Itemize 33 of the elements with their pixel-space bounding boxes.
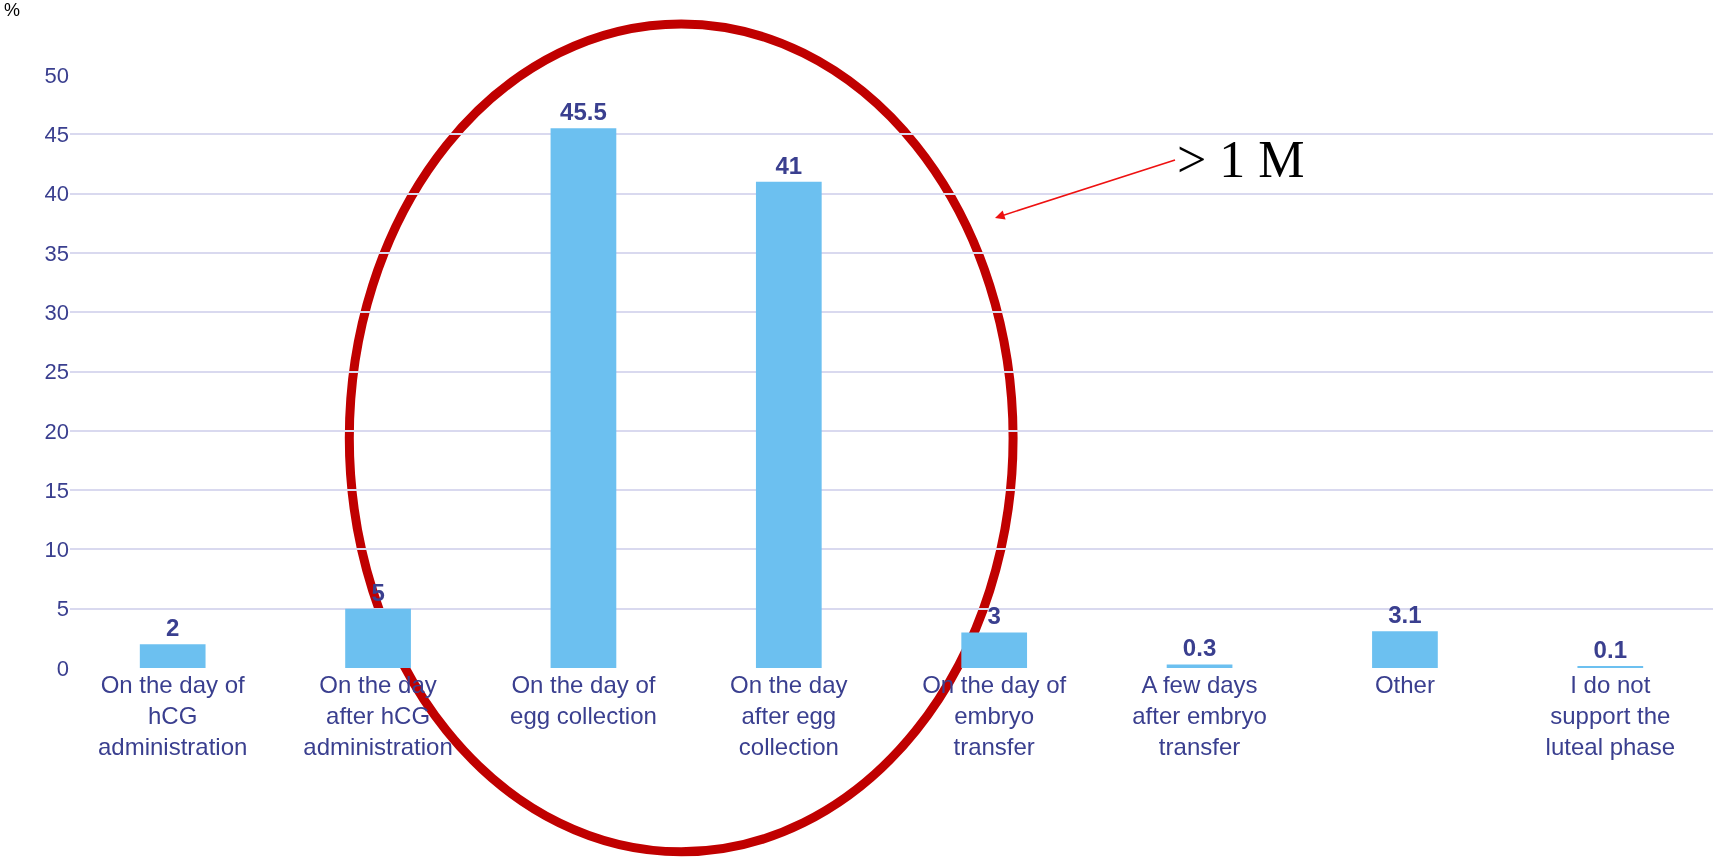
y-tick-label: 35 bbox=[44, 240, 69, 266]
bar bbox=[755, 181, 822, 668]
bar bbox=[345, 608, 411, 668]
data-label: 41 bbox=[775, 151, 803, 179]
bar bbox=[1372, 631, 1438, 668]
y-tick-label: 50 bbox=[44, 62, 69, 88]
annotation: > 1 M bbox=[1177, 131, 1305, 188]
y-tick-label: 10 bbox=[44, 537, 69, 563]
y-tick-label: 40 bbox=[44, 181, 69, 207]
y-tick-label: 20 bbox=[44, 418, 69, 444]
y-axis-title: % bbox=[4, 0, 21, 20]
y-tick-label: 45 bbox=[44, 122, 69, 147]
data-label: 2 bbox=[166, 614, 180, 642]
y-tick-label: 0 bbox=[56, 655, 69, 681]
data-label: 45.5 bbox=[560, 98, 607, 126]
y-tick-label: 25 bbox=[44, 359, 69, 385]
x-tick-label: Other bbox=[1374, 671, 1435, 698]
x-tick-label: On the day of hCG administration bbox=[97, 671, 248, 761]
x-tick-label: On the day after egg collection bbox=[730, 671, 848, 761]
y-tick-label: 15 bbox=[44, 477, 69, 503]
data-label: 0.1 bbox=[1593, 636, 1627, 663]
bar bbox=[961, 632, 1028, 668]
data-label: 0.3 bbox=[1182, 634, 1217, 662]
y-tick-label: 30 bbox=[44, 299, 69, 325]
data-label: 3.1 bbox=[1388, 601, 1422, 629]
x-tick-label: On the day of egg collection bbox=[510, 671, 657, 730]
x-tick-label: I do not support the luteal phase bbox=[1545, 671, 1676, 761]
x-tick-label: A few days after embryo transfer bbox=[1132, 671, 1267, 761]
bar bbox=[550, 128, 617, 668]
data-label: 3 bbox=[987, 602, 1001, 630]
bar bbox=[139, 644, 206, 668]
y-tick-label: 5 bbox=[56, 596, 69, 622]
bar bbox=[1166, 664, 1233, 668]
